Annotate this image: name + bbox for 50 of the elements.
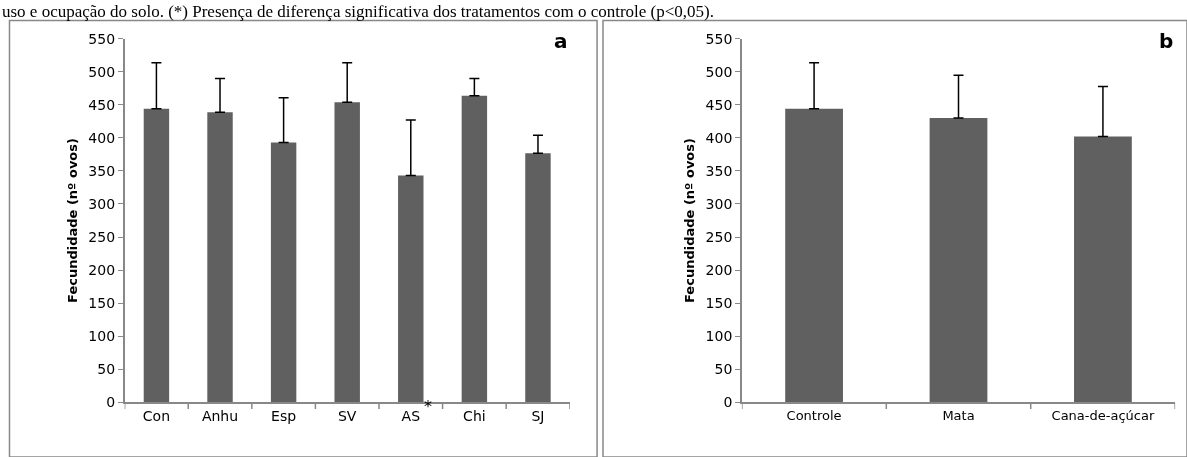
bar bbox=[785, 108, 843, 403]
y-tick-label: 150 bbox=[705, 294, 733, 311]
y-tick-label: 200 bbox=[88, 261, 116, 278]
x-tick-label: AS bbox=[401, 407, 421, 424]
y-axis-title: Fecundidade (nº ovos) bbox=[682, 138, 698, 303]
bar bbox=[334, 102, 360, 403]
y-tick-label: 100 bbox=[705, 328, 733, 345]
annotation: a bbox=[554, 29, 568, 53]
y-tick-label: 0 bbox=[723, 394, 733, 411]
x-tick-label: Cana-de-açúcar bbox=[1051, 407, 1155, 423]
bar bbox=[525, 153, 551, 403]
y-axis-title: Fecundidade (nº ovos) bbox=[64, 138, 80, 303]
y-tick-label: 50 bbox=[714, 361, 733, 378]
bar bbox=[1074, 136, 1132, 403]
y-tick-label: 400 bbox=[88, 129, 116, 146]
x-tick-label: Esp bbox=[271, 407, 297, 424]
x-tick-label: SV bbox=[337, 407, 357, 424]
bar bbox=[270, 142, 297, 403]
bar bbox=[929, 118, 988, 403]
annotation: b bbox=[1159, 29, 1174, 53]
x-tick-label: Anhu bbox=[201, 407, 239, 424]
y-tick-label: 500 bbox=[705, 63, 733, 80]
y-tick-label: 400 bbox=[705, 129, 733, 146]
y-tick-label: 550 bbox=[705, 30, 733, 47]
y-tick-label: 300 bbox=[88, 195, 116, 212]
y-tick-label: 200 bbox=[705, 261, 733, 278]
y-tick-label: 150 bbox=[88, 294, 116, 311]
x-tick-label: Con bbox=[142, 407, 171, 424]
x-tick-label: Controle bbox=[786, 407, 842, 423]
y-tick-label: 300 bbox=[705, 195, 733, 212]
x-tick-label: SJ bbox=[531, 407, 545, 424]
bar bbox=[143, 108, 170, 403]
x-tick-label: Mata bbox=[942, 407, 975, 423]
y-tick-label: 50 bbox=[97, 361, 116, 378]
y-tick-label: 450 bbox=[88, 96, 116, 113]
y-tick-label: 350 bbox=[705, 162, 733, 179]
bar bbox=[398, 175, 424, 403]
annotation: * bbox=[424, 397, 432, 416]
y-tick-label: 350 bbox=[88, 162, 116, 179]
bar bbox=[207, 112, 233, 403]
y-tick-label: 450 bbox=[705, 96, 733, 113]
bar bbox=[461, 95, 488, 403]
y-tick-label: 550 bbox=[88, 30, 116, 47]
y-tick-label: 250 bbox=[88, 228, 116, 245]
text: uso e ocupação do solo. (*) Presença de diferença significativa dos tratamentos com o controle (p<0,05). bbox=[2, 2, 715, 21]
x-tick-label: Chi bbox=[463, 407, 486, 424]
y-tick-label: 0 bbox=[106, 394, 116, 411]
y-tick-label: 500 bbox=[88, 63, 116, 80]
y-tick-label: 250 bbox=[705, 228, 733, 245]
y-tick-label: 100 bbox=[88, 328, 116, 345]
